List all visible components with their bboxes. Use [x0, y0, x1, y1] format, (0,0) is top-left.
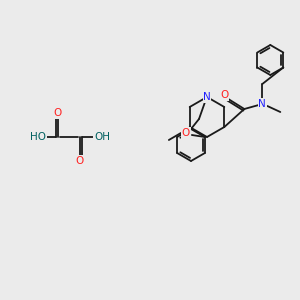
Text: HO: HO [30, 132, 46, 142]
Text: O: O [182, 128, 190, 138]
Text: O: O [54, 108, 62, 118]
Text: OH: OH [94, 132, 110, 142]
Text: O: O [76, 156, 84, 166]
Text: N: N [258, 99, 266, 109]
Text: O: O [220, 90, 228, 100]
Text: N: N [203, 92, 211, 102]
